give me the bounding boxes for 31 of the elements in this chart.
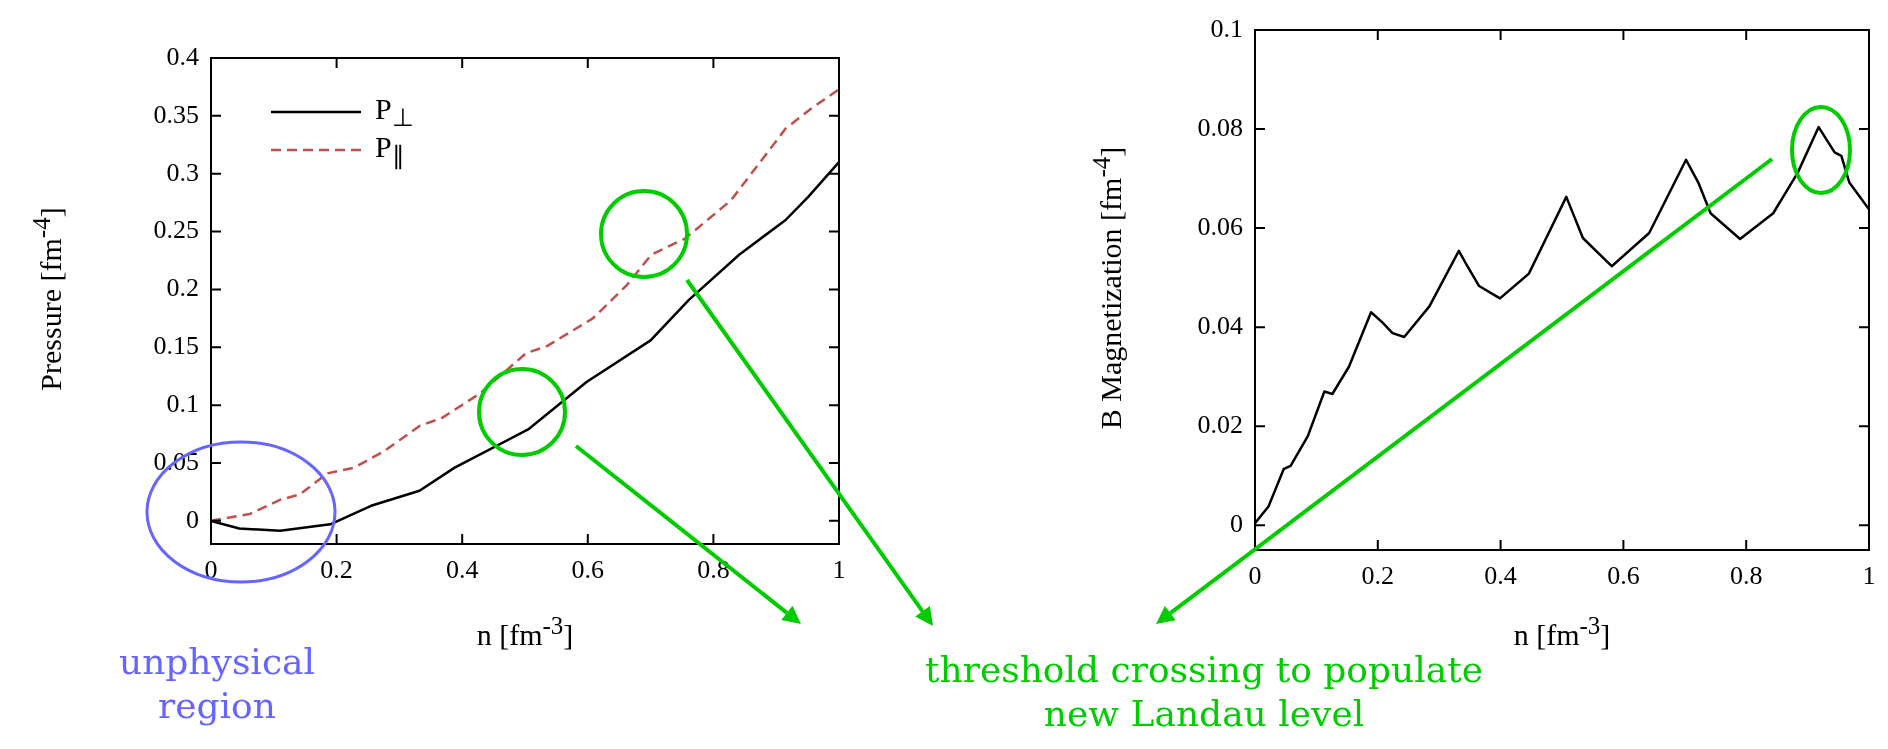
x-tick-label: 0: [204, 555, 218, 585]
x-tick-label: 0: [1248, 561, 1262, 591]
text: unphysical region: [117, 640, 317, 728]
y-tick-label: 0.02: [1197, 410, 1243, 440]
y-tick-label: 0: [186, 504, 199, 534]
x-tick-label: 0.2: [1361, 561, 1395, 591]
y-tick-label: 0.3: [166, 157, 199, 187]
x-tick-label: 0.4: [1484, 561, 1517, 591]
y-tick-label: 0.04: [1197, 310, 1243, 340]
y-tick-label: 0.1: [166, 388, 199, 418]
x-tick-label: 0.6: [1607, 561, 1640, 591]
x-tick-label: 1: [832, 555, 846, 585]
y-tick-label: 0.35: [153, 99, 199, 129]
y-tick-label: 0.06: [1197, 211, 1243, 241]
y-tick-label: 0.4: [166, 41, 199, 71]
x-tick-label: 0.4: [445, 555, 479, 585]
y-tick-label: 0.2: [166, 273, 199, 303]
text: threshold crossing to populate new Landau level: [924, 648, 1484, 736]
legend-label: P$_{⊥}$: [375, 92, 414, 131]
x-tick-label: 0.8: [1729, 561, 1763, 591]
y-tick-label: 0: [1230, 509, 1243, 539]
y-tick-label: 0.1: [1210, 13, 1243, 43]
x-tick-label: 1: [1862, 561, 1876, 591]
y-tick-label: 0.15: [153, 331, 199, 361]
x-axis-title: n [fm$^{-3}$]: [476, 612, 574, 651]
x-axis-title: n [fm$^{-3}$]: [1513, 612, 1611, 651]
y-tick-label: 0.08: [1197, 112, 1243, 142]
y-tick-label: 0.25: [153, 215, 199, 245]
legend-label: P$_{∥}$: [375, 130, 405, 170]
x-tick-label: 0.2: [320, 555, 353, 585]
x-tick-label: 0.6: [571, 555, 605, 585]
